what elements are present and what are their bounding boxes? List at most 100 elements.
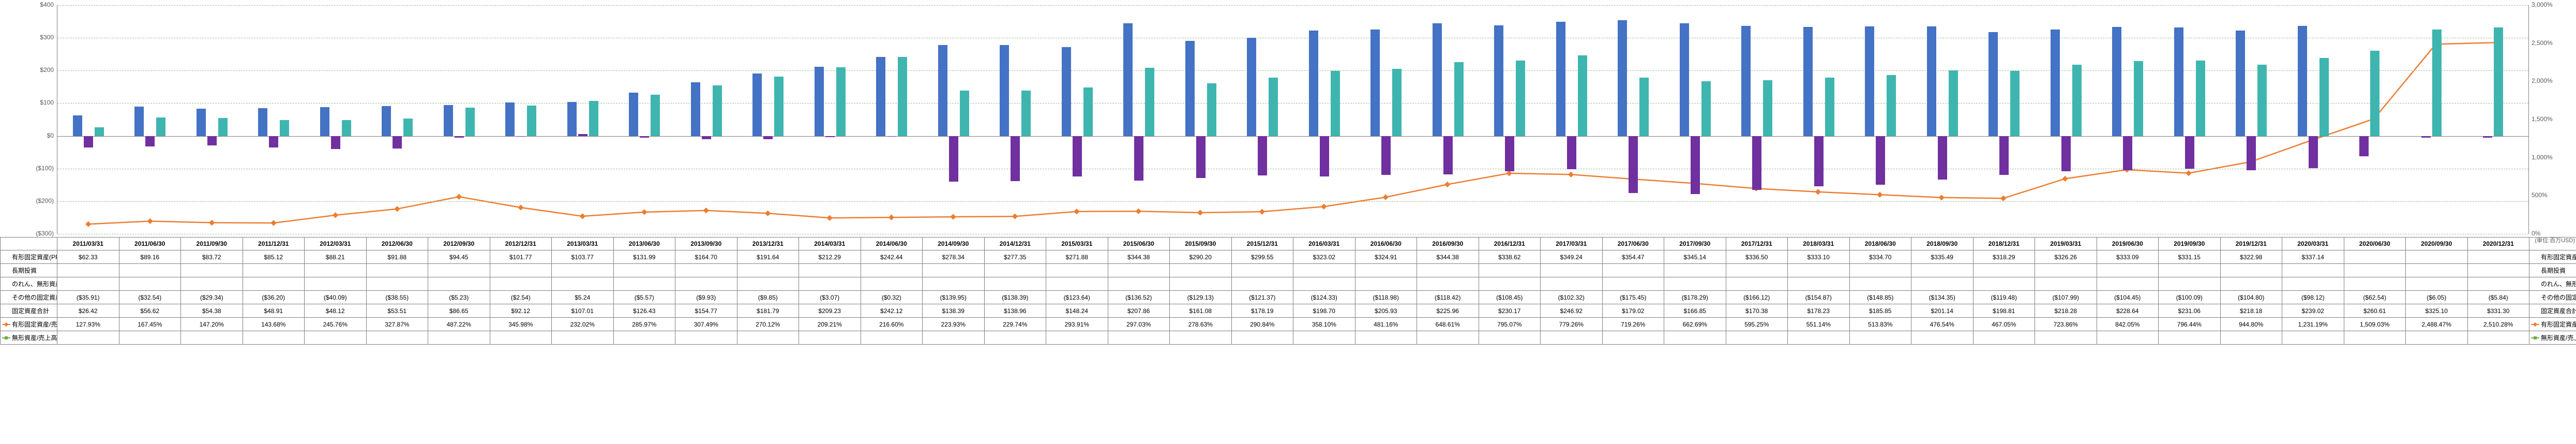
data-cell xyxy=(181,331,243,345)
bar-other xyxy=(1814,136,1824,187)
data-cell xyxy=(675,277,737,291)
period-header: 2013/06/30 xyxy=(613,238,675,250)
data-cell: $331.15 xyxy=(2159,250,2221,264)
bar-other xyxy=(578,134,587,136)
data-cell: ($175.45) xyxy=(1602,291,1664,304)
data-cell xyxy=(2035,264,2097,277)
period-header: 2017/06/30 xyxy=(1602,238,1664,250)
data-cell xyxy=(799,277,861,291)
data-cell: $344.38 xyxy=(1417,250,1479,264)
data-cell xyxy=(1231,277,1293,291)
data-cell: $277.35 xyxy=(984,250,1046,264)
bar-other xyxy=(1505,136,1514,171)
bar-total xyxy=(527,106,536,136)
bar-total xyxy=(1454,62,1464,136)
data-cell: $271.88 xyxy=(1046,250,1108,264)
data-cell: $335.49 xyxy=(1911,250,1974,264)
bar-other xyxy=(1134,136,1143,181)
data-cell xyxy=(984,331,1046,345)
data-cell xyxy=(1788,264,1850,277)
data-cell xyxy=(1108,264,1170,277)
data-cell: $92.12 xyxy=(490,304,552,318)
bar-total xyxy=(960,91,969,136)
data-cell xyxy=(2406,277,2468,291)
data-cell: $325.10 xyxy=(2406,304,2468,318)
bar-group xyxy=(1664,5,1726,234)
bar-total xyxy=(1083,87,1093,136)
data-cell: 719.26% xyxy=(1602,318,1664,331)
bar-total xyxy=(2257,65,2267,136)
bar-total xyxy=(218,118,228,136)
data-cell: 723.86% xyxy=(2035,318,2097,331)
data-cell xyxy=(1231,264,1293,277)
data-cell: $91.88 xyxy=(366,250,428,264)
bar-ppe xyxy=(1741,26,1751,136)
data-cell: $322.98 xyxy=(2220,250,2282,264)
row-label-text: 固定資産合計 xyxy=(12,307,49,315)
legend-mark-other xyxy=(2531,295,2539,300)
data-cell: ($148.85) xyxy=(1849,291,1911,304)
data-cell: $205.93 xyxy=(1355,304,1417,318)
data-cell: $231.06 xyxy=(2159,304,2221,318)
bar-ppe xyxy=(1865,26,1874,136)
data-table: 2011/03/312011/06/302011/09/302011/12/31… xyxy=(0,237,2576,345)
data-cell xyxy=(1726,331,1788,345)
data-cell xyxy=(552,331,614,345)
data-cell xyxy=(675,264,737,277)
data-cell xyxy=(181,277,243,291)
bar-ppe xyxy=(2051,29,2060,136)
data-cell: $53.51 xyxy=(366,304,428,318)
bar-other xyxy=(269,136,278,148)
data-cell: $148.24 xyxy=(1046,304,1108,318)
period-header: 2013/03/31 xyxy=(552,238,614,250)
y-left-tick: ($300) xyxy=(2,230,54,237)
data-cell xyxy=(799,331,861,345)
bar-total xyxy=(2072,65,2082,136)
period-header: 2015/03/31 xyxy=(1046,238,1108,250)
data-cell xyxy=(366,331,428,345)
data-cell: ($9.85) xyxy=(737,291,799,304)
bar-ppe xyxy=(2298,26,2307,136)
data-cell: $161.08 xyxy=(1170,304,1232,318)
bar-total xyxy=(1207,83,1216,136)
row-label-text: 無形資産/売上高 xyxy=(12,334,57,342)
bar-total xyxy=(2010,71,2020,136)
legend-mark-lti xyxy=(2,268,10,273)
bar-group xyxy=(490,5,552,234)
bar-group xyxy=(1046,5,1108,234)
data-cell xyxy=(737,277,799,291)
bar-ppe xyxy=(2112,27,2121,136)
period-header: 2014/09/30 xyxy=(923,238,985,250)
bar-group xyxy=(2282,5,2344,234)
bar-group xyxy=(1479,5,1541,234)
row-label-text: 有形固定資産/売上高 xyxy=(2541,321,2576,328)
bar-ppe xyxy=(2174,27,2183,136)
period-header: 2017/12/31 xyxy=(1726,238,1788,250)
data-cell xyxy=(1726,277,1788,291)
period-header: 2018/03/31 xyxy=(1788,238,1850,250)
bar-other xyxy=(702,136,711,139)
data-cell: 127.93% xyxy=(57,318,119,331)
bar-total xyxy=(2319,58,2329,136)
bar-other xyxy=(1752,136,1761,190)
data-cell: ($178.29) xyxy=(1664,291,1726,304)
data-cell xyxy=(428,331,490,345)
data-cell: $344.38 xyxy=(1108,250,1170,264)
period-header: 2019/06/30 xyxy=(2097,238,2159,250)
data-cell: 513.83% xyxy=(1849,318,1911,331)
data-cell xyxy=(1602,264,1664,277)
bar-group xyxy=(1850,5,1912,234)
bar-group xyxy=(861,5,923,234)
data-cell: ($134.35) xyxy=(1911,291,1974,304)
data-cell xyxy=(2220,264,2282,277)
data-cell: 944.80% xyxy=(2220,318,2282,331)
data-cell: 662.69% xyxy=(1664,318,1726,331)
bar-other xyxy=(2483,136,2492,138)
data-cell: $48.12 xyxy=(305,304,367,318)
bar-total xyxy=(1331,71,1340,136)
chart-plot-area xyxy=(57,5,2529,234)
data-cell: ($102.32) xyxy=(1541,291,1603,304)
data-cell: $89.16 xyxy=(119,250,181,264)
data-cell: ($118.42) xyxy=(1417,291,1479,304)
legend-mark-lti xyxy=(2531,268,2539,273)
